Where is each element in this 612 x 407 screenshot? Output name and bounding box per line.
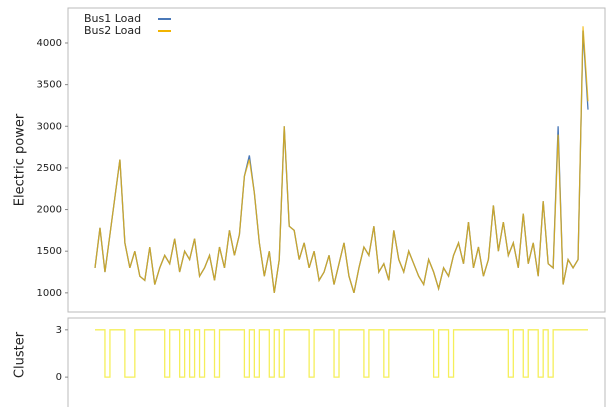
legend-label: Bus2 Load — [84, 24, 141, 37]
series-line — [95, 329, 588, 378]
y-tick-label: 3500 — [37, 80, 62, 91]
y-tick-label: 1000 — [37, 288, 62, 299]
y-tick-label: 2000 — [37, 205, 62, 216]
y-tick-label: 3000 — [37, 121, 62, 132]
y-tick-label: 0 — [56, 372, 62, 383]
y-tick-label: 2500 — [37, 163, 62, 174]
y-tick-label: 1500 — [37, 246, 62, 257]
series-line — [94, 26, 589, 294]
y-axis-label: Electric power — [13, 113, 28, 206]
y-axis-label: Cluster — [13, 331, 28, 378]
top-frame — [67, 7, 606, 313]
legend-label: Bus1 Load — [84, 12, 141, 25]
bottom-frame — [67, 317, 606, 407]
y-tick-label: 4000 — [37, 38, 62, 49]
y-tick-label: 3 — [56, 325, 62, 336]
